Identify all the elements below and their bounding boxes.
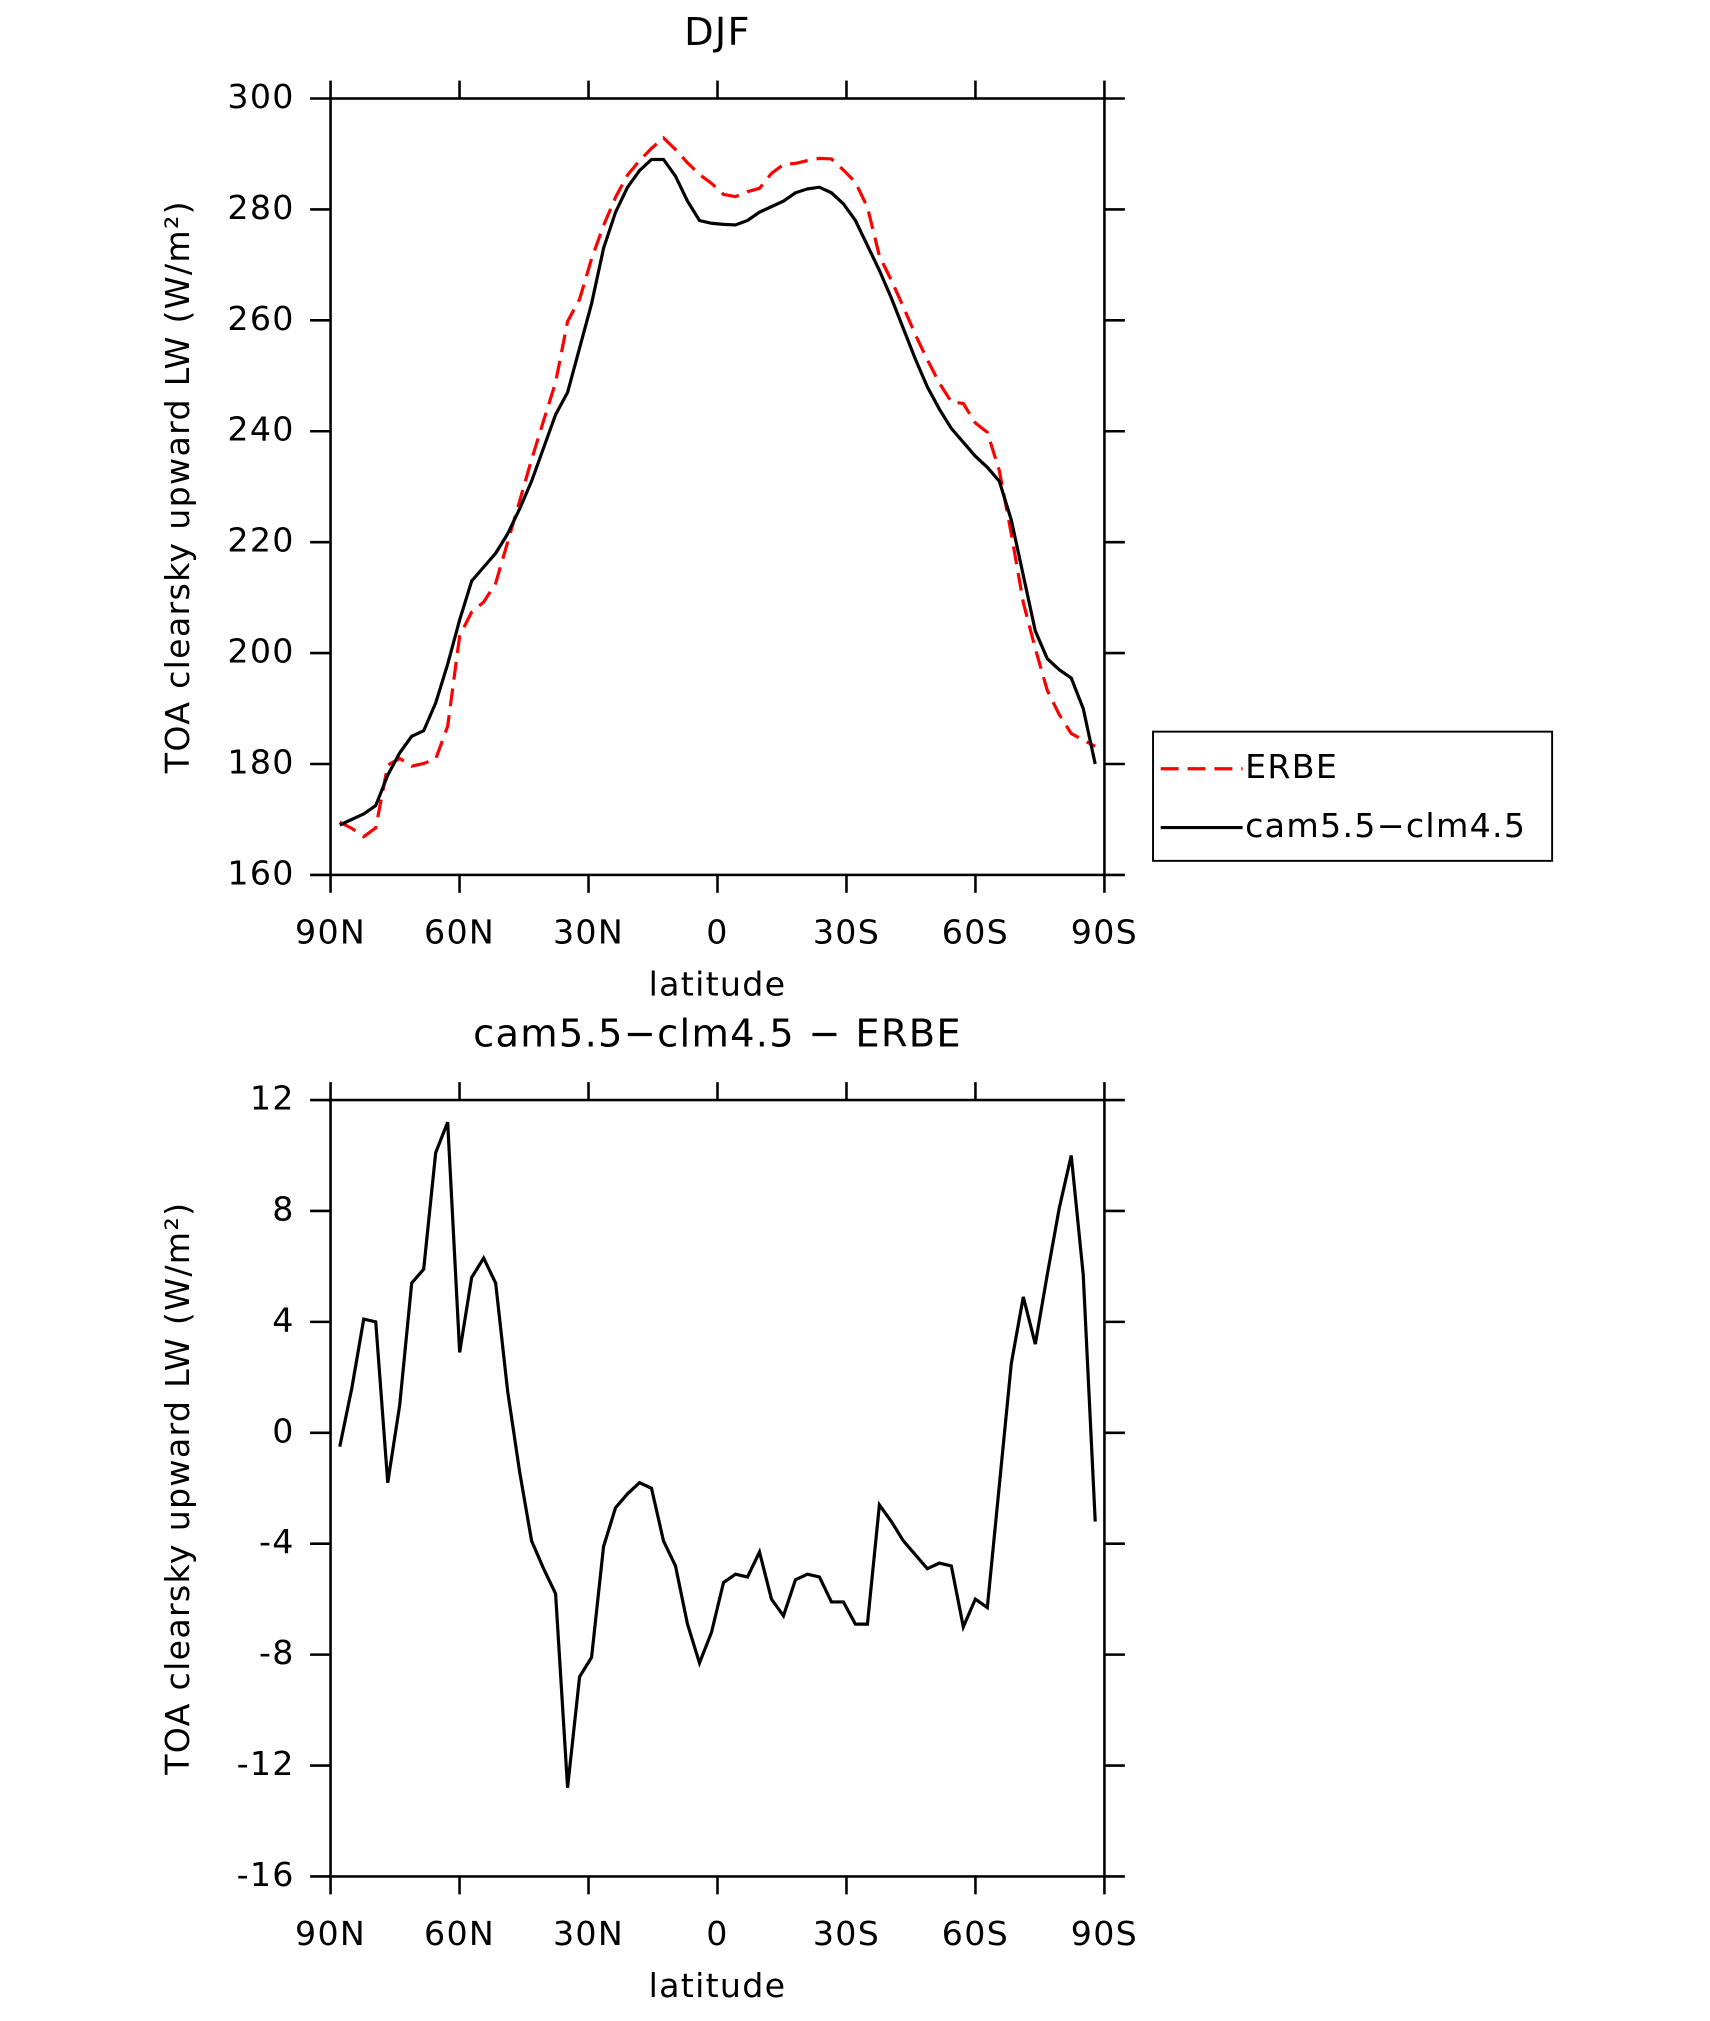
y-tick-label: -16 (237, 1855, 295, 1894)
x-tick-label: 30S (813, 912, 880, 951)
x-tick-label: 90S (1071, 1914, 1138, 1953)
y-tick-label: 280 (227, 188, 294, 227)
plot-frame (329, 97, 1106, 877)
data-line (338, 1121, 1097, 1788)
y-tick-label: 200 (227, 632, 294, 671)
y-tick-label: 300 (227, 77, 294, 116)
x-tick-label: 60S (942, 1914, 1009, 1953)
x-tick-label: 90S (1071, 912, 1138, 951)
y-tick-label: -12 (237, 1744, 295, 1783)
legend-box (1152, 730, 1554, 862)
data-line (339, 157, 1097, 827)
x-tick-label: 60N (424, 912, 495, 951)
x-tick-label: 90N (295, 1914, 366, 1953)
chart-title: cam5.5−clm4.5 − ERBE (473, 1012, 962, 1057)
y-tick-label: 180 (227, 742, 294, 781)
x-tick-label: 0 (706, 1914, 728, 1953)
x-axis-label: latitude (649, 965, 787, 1004)
x-tick-label: 90N (295, 912, 366, 951)
y-tick-label: 12 (250, 1079, 295, 1118)
y-tick-label: 8 (272, 1189, 294, 1228)
y-axis-label: TOA clearsky upward LW (W/m²) (158, 1202, 197, 1776)
plot-frame (329, 1098, 1106, 1878)
y-axis-label: TOA clearsky upward LW (W/m²) (158, 200, 197, 774)
y-tick-label: 220 (227, 521, 294, 560)
x-axis-label: latitude (649, 1966, 787, 2005)
y-tick-label: 240 (227, 410, 294, 449)
x-tick-label: 60N (424, 1914, 495, 1953)
y-tick-label: 0 (272, 1411, 294, 1450)
x-tick-label: 30N (553, 912, 624, 951)
x-tick-label: 60S (942, 912, 1009, 951)
y-tick-label: 160 (227, 853, 294, 892)
y-tick-label: 260 (227, 299, 294, 338)
legend-label: cam5.5−clm4.5 (1245, 806, 1526, 845)
y-tick-label: -4 (259, 1522, 295, 1561)
chart-title: DJF (684, 10, 751, 55)
x-tick-label: 0 (706, 912, 728, 951)
legend-label: ERBE (1245, 747, 1338, 786)
y-tick-label: 4 (272, 1300, 294, 1339)
x-tick-label: 30S (813, 1914, 880, 1953)
y-tick-label: -8 (259, 1633, 295, 1672)
data-line (339, 135, 1096, 839)
x-tick-label: 30N (553, 1914, 624, 1953)
